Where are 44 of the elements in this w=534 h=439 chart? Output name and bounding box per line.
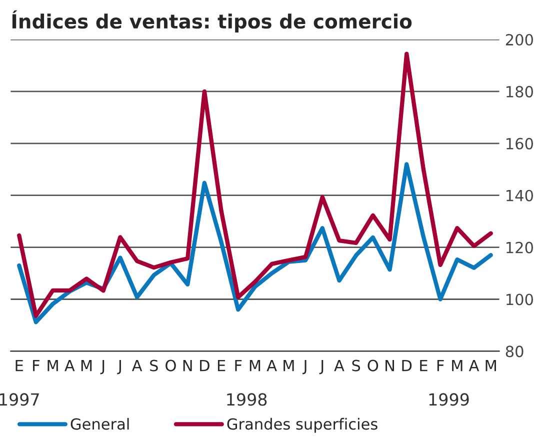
x-tick-label: F: [33, 360, 40, 372]
y-tick-label: 100: [506, 294, 533, 306]
line-series: [17, 162, 493, 324]
x-tick-label: J: [319, 360, 324, 374]
chart-title: Índices de ventas: tipos de comercio: [12, 10, 412, 32]
x-tick-label: A: [64, 360, 75, 372]
x-tick-label: N: [183, 360, 192, 372]
x-tick-label: A: [334, 360, 344, 372]
x-tick-label: J: [100, 360, 104, 374]
x-tick-label: J: [117, 360, 121, 374]
x-tick-label: M: [48, 360, 58, 372]
y-tick-label: 180: [506, 86, 533, 98]
x-tick-label: M: [250, 360, 260, 372]
x-tick-label: A: [468, 360, 480, 372]
x-tick-label: M: [81, 360, 92, 372]
x-tick-label: D: [402, 360, 412, 372]
text: 1998: [227, 393, 267, 406]
y-tick-label: 160: [506, 138, 533, 150]
x-tick-label: S: [150, 360, 158, 372]
x-tick-label: D: [200, 360, 210, 372]
x-tick-label: O: [368, 360, 378, 372]
legend-label: General: [70, 418, 129, 430]
y-tick-label: 140: [506, 190, 533, 202]
x-tick-label: M: [284, 360, 294, 372]
x-tick-label: F: [437, 360, 444, 372]
x-tick-label: J: [302, 360, 306, 374]
x-tick-label: E: [218, 360, 226, 372]
legend-label: Grandes superficies: [227, 418, 378, 433]
x-tick-label: A: [132, 360, 142, 372]
x-tick-label: F: [235, 360, 242, 372]
x-tick-label: M: [452, 360, 462, 372]
x-tick-label: E: [16, 360, 23, 372]
text: 1997: [0, 393, 39, 406]
x-tick-label: S: [352, 360, 360, 372]
text: 1999: [429, 393, 469, 406]
y-tick-label: 80: [506, 346, 524, 358]
x-tick-label: O: [166, 360, 176, 372]
line-series: [17, 52, 493, 318]
x-tick-label: M: [486, 360, 496, 372]
x-tick-label: A: [266, 360, 277, 372]
x-tick-label: E: [420, 360, 428, 372]
y-tick-label: 120: [506, 242, 533, 254]
x-tick-label: N: [386, 360, 394, 372]
y-tick-label: 200: [506, 34, 533, 46]
